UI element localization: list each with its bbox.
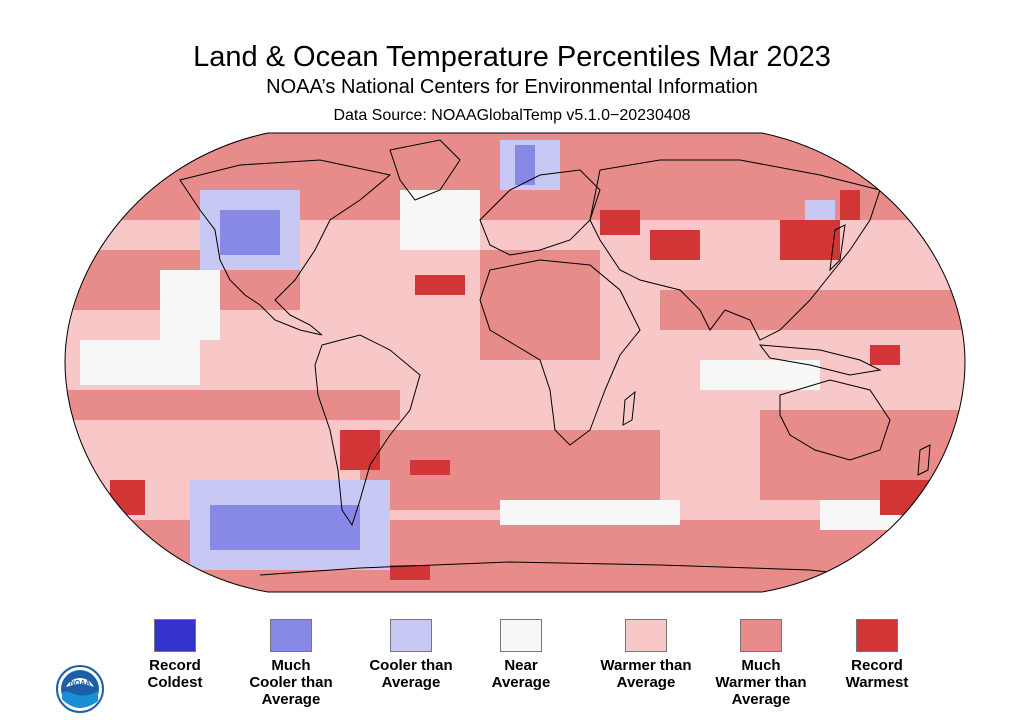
logo-text: NOAA: [70, 680, 91, 687]
much-cooler-patch: [220, 210, 280, 255]
legend-label: Record Coldest: [147, 657, 203, 691]
australia-outline: [779, 379, 891, 461]
much-warmer-band: [360, 430, 660, 510]
legend-item: Cooler than Average: [346, 619, 476, 691]
near-average-patch: [700, 360, 820, 390]
much-cooler-patch: [515, 145, 535, 185]
asia-outline: [589, 159, 881, 341]
record-warmest-patch: [600, 210, 640, 235]
legend-swatch: [154, 619, 196, 652]
data-source: Data Source: NOAAGlobalTemp v5.1.0−20230…: [333, 107, 691, 124]
greenland-outline: [389, 139, 461, 201]
globe-border: [64, 132, 966, 593]
legend-label: Record Warmest: [845, 657, 909, 691]
map-title: Land & Ocean Temperature Percentiles Mar…: [193, 41, 831, 73]
record-warmest-patch: [410, 460, 450, 475]
legend-swatch: [625, 619, 667, 652]
japan-outline: [829, 224, 846, 272]
record-warmest-patch: [415, 275, 465, 295]
legend-label: Near Average: [491, 657, 551, 691]
much-warmer-band: [65, 390, 400, 420]
antarctica-outline: [259, 561, 881, 579]
record-warmest-patch: [780, 220, 840, 260]
much-cooler-patch: [210, 505, 360, 550]
near-average-patch: [80, 340, 200, 385]
legend-swatch: [740, 619, 782, 652]
record-warmest-patch: [840, 190, 860, 220]
land-outlines: [179, 139, 931, 579]
legend-swatch: [856, 619, 898, 652]
legend-item: Much Warmer than Average: [696, 619, 826, 708]
noaa-logo-icon: NOAA: [56, 665, 104, 713]
near-average-patch: [160, 270, 220, 340]
much-warmer-band: [480, 250, 600, 360]
legend-label: Cooler than Average: [369, 657, 453, 691]
legend-item: Record Warmest: [812, 619, 942, 691]
madagascar-outline: [622, 390, 636, 426]
near-average-patch: [500, 500, 680, 525]
record-warmest-patch: [870, 345, 900, 365]
legend-item: Record Coldest: [110, 619, 240, 691]
legend-item: Near Average: [456, 619, 586, 691]
legend-item: Warmer than Average: [581, 619, 711, 691]
legend-swatch: [500, 619, 542, 652]
near-average-patch: [400, 190, 480, 250]
world-percentile-map: [64, 132, 966, 593]
record-warmest-patch: [110, 480, 145, 515]
record-warmest-patch: [650, 230, 700, 260]
record-warmest-patch: [390, 565, 430, 580]
legend-label: Warmer than Average: [600, 657, 692, 691]
legend-label: Much Cooler than Average: [249, 657, 333, 708]
legend-label: Much Warmer than Average: [715, 657, 807, 708]
legend-swatch: [270, 619, 312, 652]
new-zealand-outline: [917, 444, 931, 476]
north-america-outline: [179, 159, 392, 336]
legend-item: Much Cooler than Average: [226, 619, 356, 708]
africa-outline: [479, 259, 641, 446]
legend-swatch: [390, 619, 432, 652]
map-subtitle: NOAA’s National Centers for Environmenta…: [266, 76, 758, 98]
indonesia-outline: [758, 344, 882, 376]
record-warmest-patch: [340, 430, 380, 470]
south-america-outline: [314, 334, 421, 527]
record-warmest-patch: [880, 480, 940, 515]
